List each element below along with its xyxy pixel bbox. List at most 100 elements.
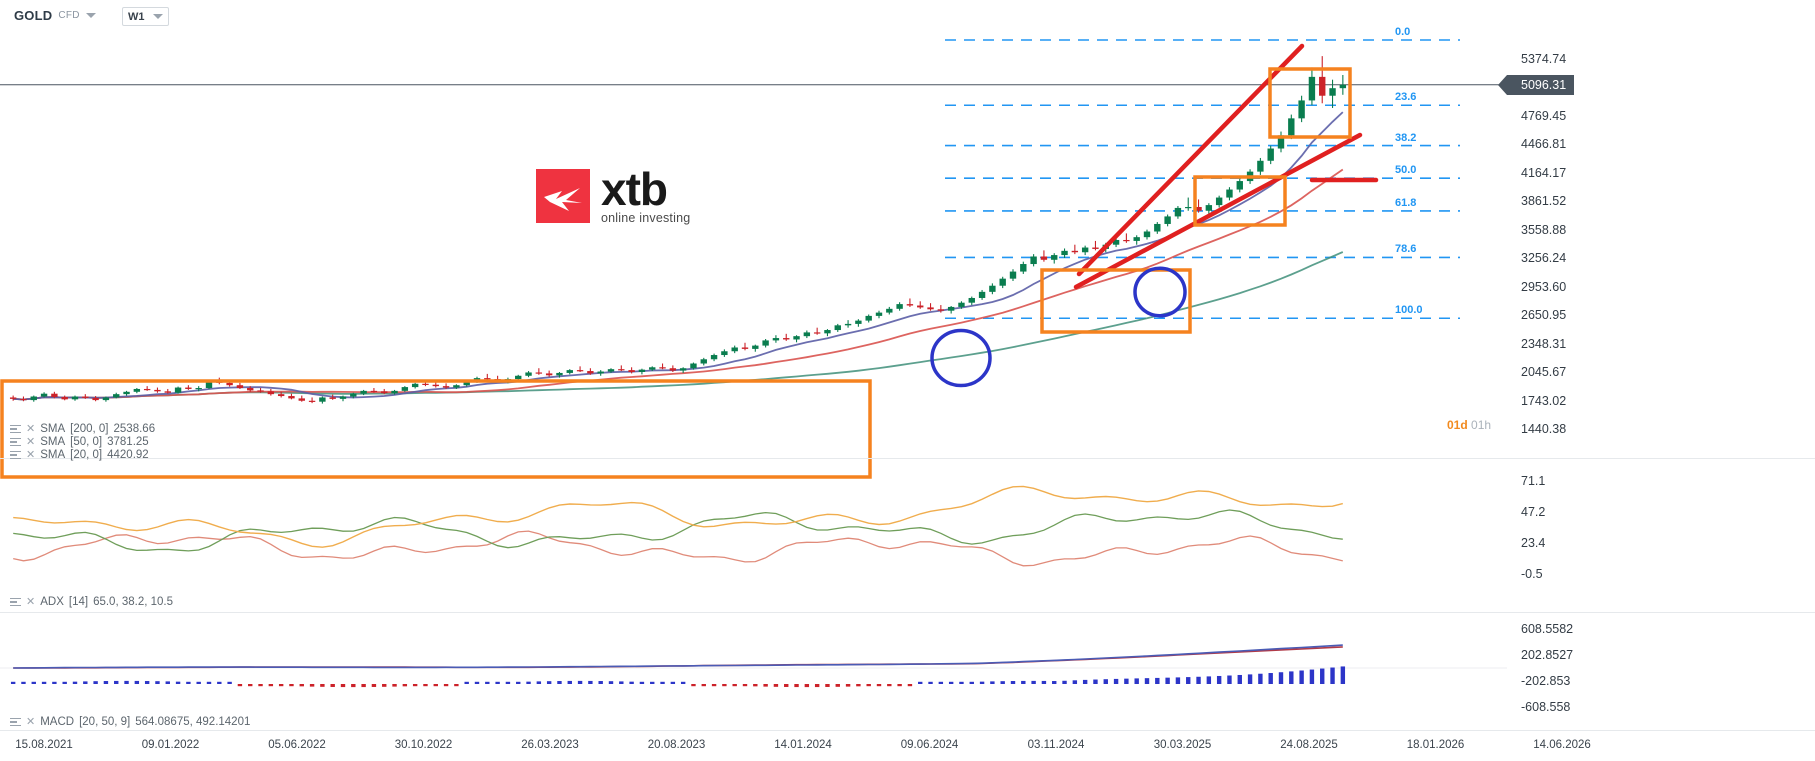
legend-sma-200[interactable]: ✕ SMA [200, 0] 2538.66: [10, 423, 155, 435]
macd-hist-bar: [1247, 674, 1253, 684]
adx-axis-tick: 23.4: [1521, 535, 1546, 550]
candle-body: [370, 390, 378, 393]
macd-hist-bar: [1010, 681, 1016, 684]
candle-body: [1061, 250, 1068, 256]
candle-body: [267, 391, 275, 395]
candle-body: [1081, 247, 1089, 253]
candle-body: [1143, 231, 1151, 238]
settings-lines-icon[interactable]: [10, 717, 21, 727]
macd-histogram: [10, 666, 1346, 688]
candle-body: [875, 312, 883, 316]
macd-hist-bar: [804, 684, 810, 688]
candle-body: [865, 315, 872, 321]
macd-hist-bar: [340, 684, 346, 688]
candle-body: [1236, 181, 1243, 190]
close-icon[interactable]: ✕: [26, 595, 36, 608]
macd-hist-bar: [1278, 672, 1284, 684]
macd-axis-tick: -608.558: [1521, 700, 1571, 715]
settings-lines-icon[interactable]: [10, 424, 21, 434]
consolidation-box-4: [1268, 67, 1352, 139]
date-axis-tick: 09.06.2024: [900, 739, 959, 751]
macd-hist-bar: [93, 681, 98, 684]
macd-hist-bar: [1206, 676, 1212, 684]
price-axis-tick: 4164.17: [1521, 165, 1567, 180]
macd-hist-bar: [546, 681, 552, 684]
macd-hist-bar: [588, 680, 593, 684]
candle-body: [1277, 135, 1285, 149]
legend-adx[interactable]: ✕ ADX [14] 65.0, 38.2, 10.5: [10, 596, 173, 608]
legend-sma-50[interactable]: ✕ SMA [50, 0] 3781.25: [10, 436, 149, 448]
timeframe-selector[interactable]: W1: [122, 7, 169, 26]
brand-name: xtb: [601, 163, 668, 215]
candle-body: [20, 398, 27, 401]
xtb-watermark: xtb online investing: [536, 163, 690, 225]
candle-body: [1174, 207, 1182, 217]
adx-axis-tick: 47.2: [1521, 504, 1546, 519]
price-plot-area[interactable]: xtb online investing ✕ SMA [200, 0] 2538…: [0, 26, 1507, 479]
legend-label: SMA: [40, 436, 66, 448]
candle-body: [1040, 256, 1048, 260]
candle-body: [154, 389, 161, 392]
candle-body: [700, 359, 707, 364]
macd-hist-bar: [62, 681, 67, 684]
macd-hist-bar: [608, 681, 614, 684]
macd-hist-bar: [474, 681, 480, 684]
symbol-selector[interactable]: GOLD CFD: [14, 8, 96, 23]
legend-macd[interactable]: ✕ MACD [20, 50, 9] 564.08675, 492.14201: [10, 716, 250, 728]
xtb-logo-icon: [536, 169, 590, 223]
settings-lines-icon[interactable]: [10, 450, 21, 460]
macd-hist-bar: [124, 680, 129, 684]
macd-hist-bar: [763, 684, 768, 687]
candle-body: [432, 384, 439, 387]
lower-trendline: [1073, 132, 1363, 290]
macd-hist-bar: [454, 684, 459, 687]
date-axis-tick: 26.03.2023: [521, 739, 579, 751]
candle-body: [185, 387, 192, 389]
macd-axis-tick: 608.5582: [1521, 621, 1574, 636]
candle-body: [556, 372, 563, 376]
price-axis[interactable]: 5374.74 5096.31 4769.45 4466.81 4164.17 3861.…: [1447, 34, 1815, 454]
legend-value: 4420.92: [107, 449, 149, 461]
date-axis[interactable]: 15.08.2021 09.01.2022 05.06.2022 30.10.2022…: [0, 730, 1815, 761]
price-axis-tick: 2348.31: [1521, 336, 1567, 351]
macd-hist-bar: [248, 684, 253, 687]
candle-body: [236, 385, 244, 389]
macd-hist-bar: [320, 684, 325, 687]
macd-hist-bar: [773, 684, 779, 687]
candle-body: [1009, 271, 1017, 279]
price-chart-pane[interactable]: xtb online investing ✕ SMA [200, 0] 2538…: [0, 26, 1815, 479]
macd-hist-bar: [691, 684, 696, 687]
close-icon[interactable]: ✕: [26, 715, 36, 728]
macd-hist-bar: [536, 681, 542, 684]
macd-plot-area[interactable]: ✕ MACD [20, 50, 9] 564.08675, 492.14201: [0, 613, 1507, 730]
legend-sma-20[interactable]: ✕ SMA [20, 0] 4420.92: [10, 449, 149, 461]
close-icon[interactable]: ✕: [26, 422, 36, 435]
macd-hist-bar: [31, 681, 36, 684]
adx-axis-tick: -0.5: [1521, 566, 1543, 581]
candle-body: [525, 372, 532, 376]
macd-axis-tick: 202.8527: [1521, 647, 1574, 662]
candle-body: [1071, 250, 1079, 253]
chart-toolbar: GOLD CFD W1: [0, 0, 1815, 34]
candle-body: [277, 394, 285, 397]
settings-lines-icon[interactable]: [10, 597, 21, 607]
adx-indicator-pane[interactable]: ✕ ADX [14] 65.0, 38.2, 10.5 71.1 47.2 23.4…: [0, 458, 1815, 610]
date-axis-tick: 14.01.2024: [774, 739, 832, 751]
consolidation-box-2: [1040, 268, 1192, 334]
macd-hist-bar: [1165, 677, 1170, 684]
close-icon[interactable]: ✕: [26, 435, 36, 448]
macd-hist-bar: [114, 680, 119, 684]
close-icon[interactable]: ✕: [26, 448, 36, 461]
adx-plot-area[interactable]: ✕ ADX [14] 65.0, 38.2, 10.5: [0, 459, 1507, 610]
macd-hist-bar: [1186, 677, 1191, 684]
candlestick-series: [9, 56, 1347, 404]
candle-body: [607, 369, 615, 372]
settings-lines-icon[interactable]: [10, 437, 21, 447]
macd-hist-bar: [134, 680, 140, 684]
fib-level-label-38.2: 38.2: [1395, 131, 1417, 144]
macd-indicator-pane[interactable]: ✕ MACD [20, 50, 9] 564.08675, 492.14201 …: [0, 612, 1815, 730]
macd-hist-bar: [382, 684, 387, 687]
candle-body: [360, 390, 367, 394]
macd-hist-bar: [876, 684, 882, 687]
xtb-mark-glyph: [544, 188, 582, 211]
